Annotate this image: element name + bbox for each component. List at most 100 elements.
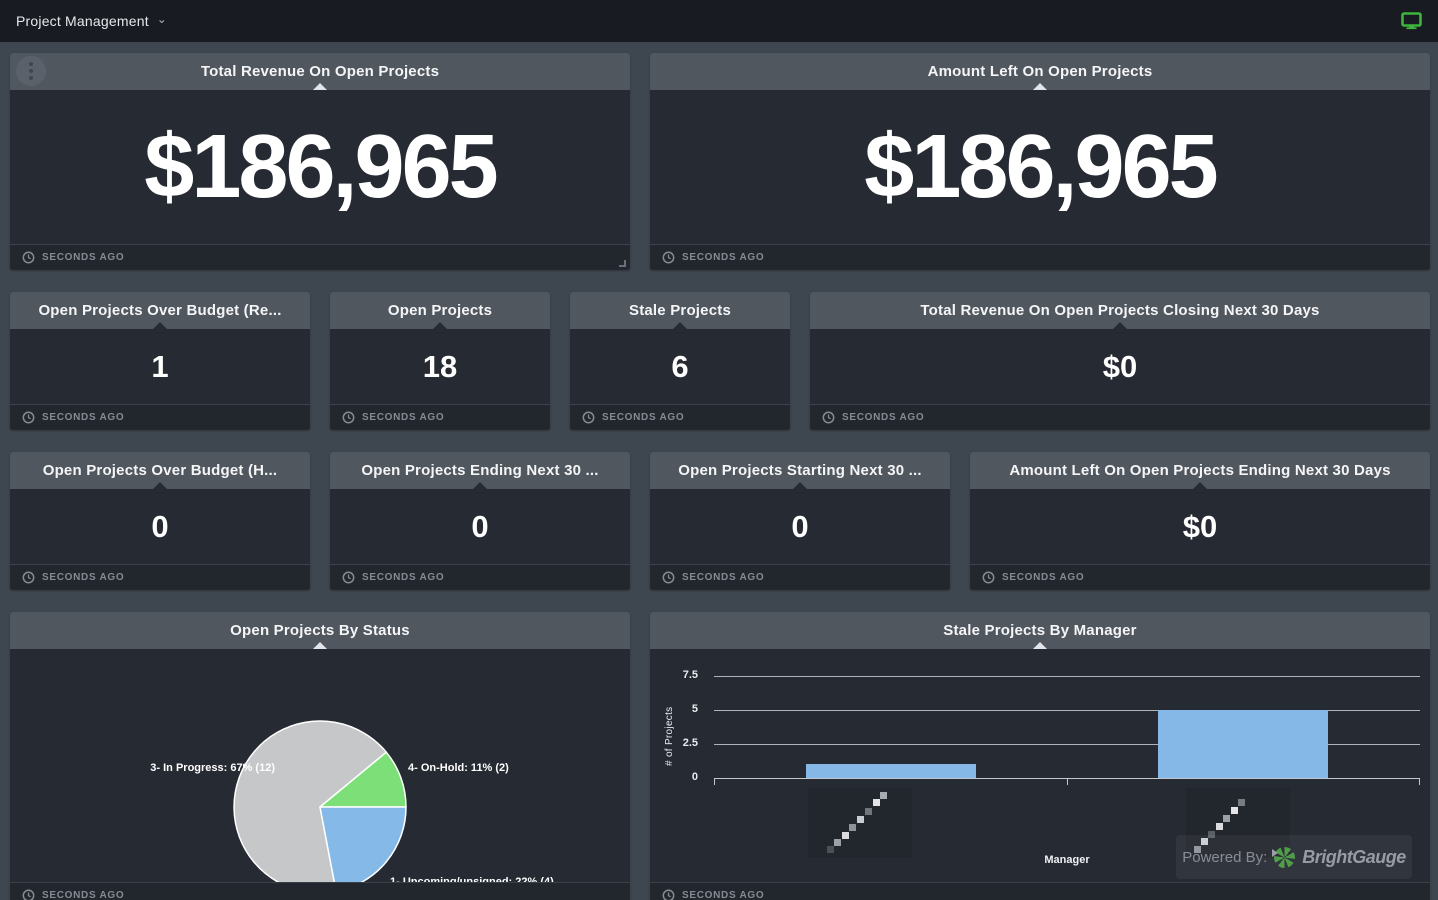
gauge-title: Open Projects By Status [230, 622, 410, 639]
gauge-footer: SECONDS AGO [650, 244, 1430, 270]
dashboard-title: Project Management [16, 13, 149, 29]
gauge-card-bar-stale-by-manager: Stale Projects By Manager # of Projects … [650, 612, 1430, 900]
gauge-footer: SECONDS AGO [10, 404, 310, 430]
last-updated-text: SECONDS AGO [42, 412, 125, 423]
gauge-footer: SECONDS AGO [10, 882, 630, 900]
y-tick-7-5: 7.5 [682, 669, 698, 681]
header-caret-icon [473, 482, 487, 489]
kebab-menu-button[interactable] [16, 56, 46, 86]
gauge-card-total-revenue: Total Revenue On Open Projects $186,965 … [10, 53, 630, 270]
gauge-title: Open Projects Starting Next 30 ... [678, 462, 922, 479]
gauge-header[interactable]: Open Projects By Status [10, 612, 630, 649]
gauge-footer: SECONDS AGO [970, 564, 1430, 590]
header-caret-icon [313, 83, 327, 90]
gauge-footer: SECONDS AGO [10, 244, 630, 270]
clock-icon [662, 889, 675, 900]
pie-label-in-progress: 3- In Progress: 67% (12) [150, 762, 275, 774]
watermark-brand: BrightGauge [1302, 846, 1406, 867]
gridline-5 [714, 710, 1420, 711]
gridline-2-5 [714, 744, 1420, 745]
pie-chart[interactable] [232, 719, 408, 895]
gauge-footer: SECONDS AGO [570, 404, 790, 430]
gauge-header[interactable]: Open Projects [330, 292, 550, 329]
censored-label-mark [1194, 799, 1245, 853]
clock-icon [22, 889, 35, 900]
gauge-card-starting-30: Open Projects Starting Next 30 ... 0 SEC… [650, 452, 950, 590]
watermark-prefix: Powered By: [1182, 848, 1268, 866]
gauge-card-over-budget-re: Open Projects Over Budget (Re... 1 SECON… [10, 292, 310, 430]
y-tick-5: 5 [691, 703, 698, 715]
gauge-header[interactable]: Amount Left On Open Projects Ending Next… [970, 452, 1430, 489]
clock-icon [342, 571, 355, 584]
header-caret-icon [1113, 322, 1127, 329]
last-updated-text: SECONDS AGO [42, 890, 125, 900]
gauge-value: 0 [471, 508, 489, 544]
clock-icon [662, 251, 675, 264]
last-updated-text: SECONDS AGO [682, 572, 765, 583]
gauge-value: 1 [151, 348, 169, 384]
gauge-value: $0 [1102, 348, 1138, 384]
gauge-value: 6 [671, 348, 689, 384]
gauge-header[interactable]: Total Revenue On Open Projects [10, 53, 630, 90]
clock-icon [342, 411, 355, 424]
x-axis-tick-right [1419, 778, 1420, 785]
x-axis-tick-mid [1067, 778, 1068, 785]
gauge-header[interactable]: Open Projects Over Budget (Re... [10, 292, 310, 329]
x-axis-title: Manager [1044, 854, 1090, 866]
gauge-title: Open Projects Ending Next 30 ... [361, 462, 599, 479]
last-updated-text: SECONDS AGO [1002, 572, 1085, 583]
gauge-header[interactable]: Open Projects Over Budget (H... [10, 452, 310, 489]
gauge-card-revenue-closing-30: Total Revenue On Open Projects Closing N… [810, 292, 1430, 430]
gridline-7-5 [714, 676, 1420, 677]
gauge-value: 18 [422, 348, 458, 384]
header-caret-icon [153, 482, 167, 489]
gauge-title: Open Projects Over Budget (Re... [38, 302, 282, 319]
gauge-header[interactable]: Open Projects Ending Next 30 ... [330, 452, 630, 489]
gauge-header[interactable]: Amount Left On Open Projects [650, 53, 1430, 90]
last-updated-text: SECONDS AGO [42, 572, 125, 583]
last-updated-text: SECONDS AGO [682, 890, 765, 900]
clock-icon [22, 411, 35, 424]
monitor-icon [1401, 12, 1422, 30]
gauge-footer: SECONDS AGO [650, 882, 1430, 900]
last-updated-text: SECONDS AGO [842, 412, 925, 423]
gauge-footer: SECONDS AGO [650, 564, 950, 590]
header-caret-icon [1193, 482, 1207, 489]
gauge-value: $186,965 [144, 116, 498, 217]
last-updated-text: SECONDS AGO [602, 412, 685, 423]
gauge-footer: SECONDS AGO [10, 564, 310, 590]
dashboard-selector[interactable]: Project Management ⌄ [16, 12, 167, 29]
bar-chart: # of Projects 7.5 5 2.5 0 [650, 612, 1430, 900]
gauge-card-amount-left-ending-30: Amount Left On Open Projects Ending Next… [970, 452, 1430, 590]
gauge-header[interactable]: Stale Projects By Manager [650, 612, 1430, 649]
header-caret-icon [793, 482, 807, 489]
y-tick-0: 0 [691, 771, 698, 783]
gauge-title: Open Projects [387, 302, 493, 319]
censored-label-mark [827, 792, 887, 853]
gauge-header[interactable]: Stale Projects [570, 292, 790, 329]
gauge-value: 0 [151, 508, 169, 544]
y-tick-2-5: 2.5 [682, 737, 698, 749]
gauge-title: Total Revenue On Open Projects Closing N… [920, 302, 1320, 319]
clock-icon [662, 571, 675, 584]
gauge-footer: SECONDS AGO [330, 564, 630, 590]
gauge-card-ending-30: Open Projects Ending Next 30 ... 0 SECON… [330, 452, 630, 590]
gauge-card-stale-projects: Stale Projects 6 SECONDS AGO [570, 292, 790, 430]
gauge-value: $0 [1182, 508, 1218, 544]
gauge-card-pie-status: Open Projects By Status 3- In Progress: … [10, 612, 630, 900]
resize-handle[interactable] [619, 260, 626, 267]
header-caret-icon [673, 322, 687, 329]
bar[interactable] [1158, 710, 1328, 778]
gauge-title: Open Projects Over Budget (H... [42, 462, 278, 479]
header-caret-icon [153, 322, 167, 329]
brightgauge-logo-icon [1272, 846, 1296, 868]
pie-label-on-hold: 4- On-Hold: 11% (2) [408, 762, 509, 774]
header-caret-icon [1033, 83, 1047, 90]
bar[interactable] [806, 764, 976, 778]
gauge-value: 0 [791, 508, 809, 544]
gauge-header[interactable]: Total Revenue On Open Projects Closing N… [810, 292, 1430, 329]
tv-mode-button[interactable] [1401, 12, 1422, 30]
gauge-header[interactable]: Open Projects Starting Next 30 ... [650, 452, 950, 489]
top-bar: Project Management ⌄ [0, 0, 1438, 42]
